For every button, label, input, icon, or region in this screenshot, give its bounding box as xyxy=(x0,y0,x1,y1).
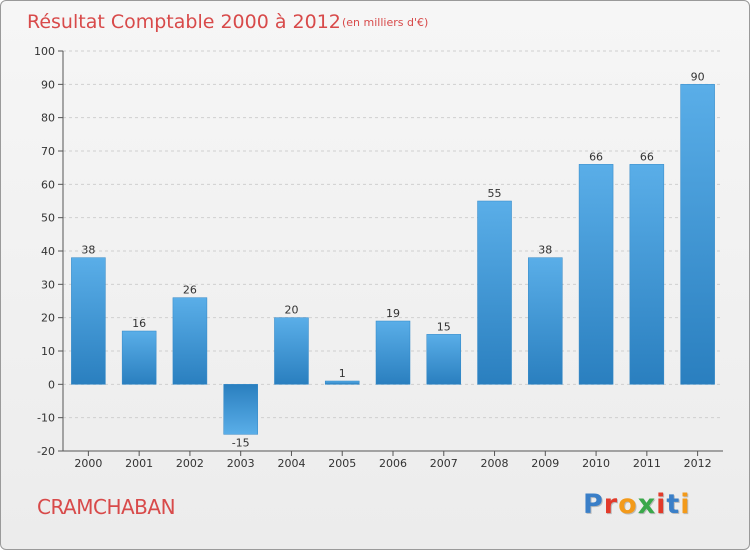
y-tick-label: 20 xyxy=(41,312,55,325)
x-tick-label: 2008 xyxy=(481,457,509,470)
bar-2012 xyxy=(680,84,715,385)
x-tick-label: 2001 xyxy=(125,457,153,470)
bar-2005 xyxy=(324,380,360,385)
logo-letter: o xyxy=(618,489,638,520)
value-label-2005: 1 xyxy=(339,367,346,380)
y-tick-label: -20 xyxy=(37,445,55,458)
value-label-2009: 38 xyxy=(538,244,552,257)
y-tick-label: 90 xyxy=(41,78,55,91)
value-label-2006: 19 xyxy=(386,307,400,320)
y-tick-label: 40 xyxy=(41,245,55,258)
x-tick-label: 2007 xyxy=(430,457,458,470)
bar-2004 xyxy=(274,317,309,385)
value-label-2002: 26 xyxy=(183,284,197,297)
x-tick-label: 2010 xyxy=(582,457,610,470)
value-label-2004: 20 xyxy=(284,304,298,317)
y-tick-label: 70 xyxy=(41,145,55,158)
bar-2010 xyxy=(578,164,614,385)
value-label-2011: 66 xyxy=(640,150,654,163)
bar-2001 xyxy=(121,330,157,385)
y-tick-label: 0 xyxy=(48,378,55,391)
chart-title: Résultat Comptable 2000 à 2012 xyxy=(27,11,341,33)
bar-2011 xyxy=(629,164,665,385)
y-tick-label: 10 xyxy=(41,345,55,358)
bar-2003 xyxy=(223,384,258,435)
chart-subtitle: (en milliers d'€) xyxy=(342,16,428,29)
y-tick-label: 60 xyxy=(41,178,55,191)
value-label-2012: 90 xyxy=(691,70,705,83)
x-axis: 2000 2001 2002 2003 2004 2005 2006 2007 2008 2009… xyxy=(63,450,723,470)
city-name: CRAMCHABAN xyxy=(37,495,176,519)
logo-letter: t xyxy=(666,489,681,520)
y-tick-label: 50 xyxy=(41,212,55,225)
value-label-2003: -15 xyxy=(232,436,250,449)
y-tick-label: -10 xyxy=(37,412,55,425)
logo-letter: i xyxy=(656,489,667,520)
x-tick-label: 2012 xyxy=(684,457,712,470)
logo-letter: x xyxy=(637,489,657,520)
logo-letter: P xyxy=(583,489,604,520)
bar-2000 xyxy=(71,257,106,385)
logo-letter: i xyxy=(680,489,691,520)
x-tick-label: 2004 xyxy=(277,457,305,470)
x-tick-label: 2003 xyxy=(227,457,255,470)
x-tick-label: 2011 xyxy=(633,457,661,470)
y-tick-label: 30 xyxy=(41,278,55,291)
bar-2007 xyxy=(426,334,462,385)
y-tick-label: 100 xyxy=(34,45,55,58)
value-label-2008: 55 xyxy=(488,187,502,200)
bar-2006 xyxy=(375,320,411,385)
value-label-2010: 66 xyxy=(589,150,603,163)
y-tick-label: 80 xyxy=(41,112,55,125)
x-tick-label: 2006 xyxy=(379,457,407,470)
grid-lines xyxy=(63,50,723,452)
x-tick-label: 2005 xyxy=(328,457,356,470)
bar-2008 xyxy=(477,200,512,385)
logo-letter: r xyxy=(603,489,619,520)
x-tick-label: 2000 xyxy=(74,457,102,470)
bar-2002 xyxy=(172,297,208,385)
value-label-2000: 38 xyxy=(81,244,95,257)
value-label-2001: 16 xyxy=(132,317,146,330)
x-tick-label: 2002 xyxy=(176,457,204,470)
value-label-2007: 15 xyxy=(437,320,451,333)
bars xyxy=(71,84,715,435)
x-tick-label: 2009 xyxy=(531,457,559,470)
value-labels: 38 16 26 -15 20 1 19 15 55 38 66 66 90 xyxy=(81,70,704,449)
y-axis: -20 -10 0 10 20 30 40 50 60 70 80 90 100 xyxy=(34,45,64,458)
proxiti-logo: Proxiti xyxy=(583,489,691,520)
bar-2009 xyxy=(528,257,563,385)
